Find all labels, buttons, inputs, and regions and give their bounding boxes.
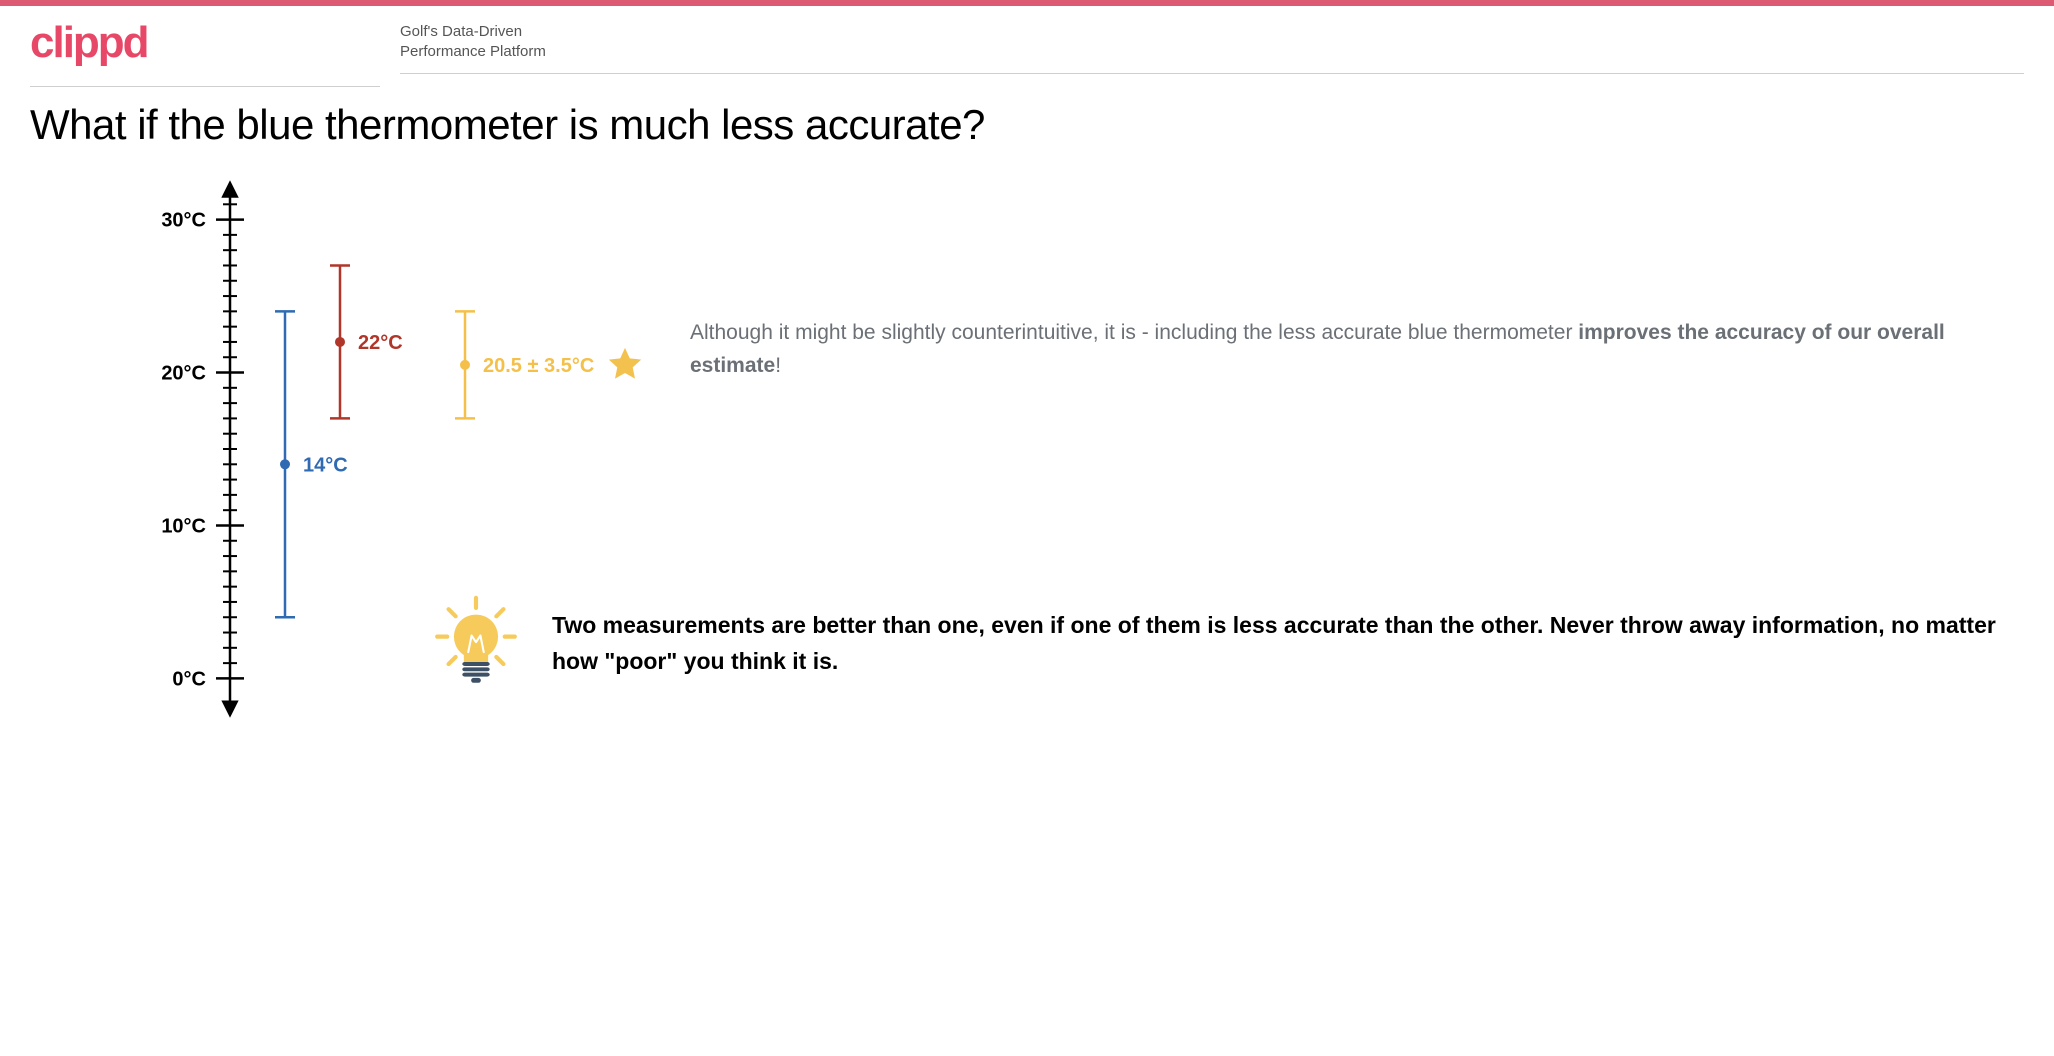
- explain-pre: Although it might be slightly counterint…: [690, 321, 1578, 344]
- svg-text:10°C: 10°C: [161, 515, 206, 537]
- svg-text:22°C: 22°C: [358, 332, 403, 354]
- svg-text:20°C: 20°C: [161, 363, 206, 385]
- brand-logo: clippd: [30, 18, 380, 68]
- svg-text:0°C: 0°C: [172, 668, 206, 690]
- explain-post: !: [775, 354, 781, 377]
- takeaway-text: Two measurements are better than one, ev…: [552, 608, 2004, 679]
- takeaway-row: Two measurements are better than one, ev…: [430, 589, 2004, 699]
- brand-block: clippd: [30, 18, 380, 87]
- svg-text:20.5 ± 3.5°C: 20.5 ± 3.5°C: [483, 355, 594, 377]
- content: 0°C 10°C 20°C 30°C 14°C 22°C 20.5 ± 3.5°C Alth…: [0, 159, 2054, 749]
- tagline: Golf's Data-Driven Performance Platform: [400, 22, 2024, 63]
- text-column: Although it might be slightly counterint…: [660, 169, 2024, 729]
- page-title: What if the blue thermometer is much les…: [0, 87, 2054, 159]
- header: clippd Golf's Data-Driven Performance Pl…: [0, 6, 2054, 87]
- svg-text:30°C: 30°C: [161, 210, 206, 232]
- svg-text:14°C: 14°C: [303, 454, 348, 476]
- lightbulb-icon: [430, 589, 522, 699]
- tagline-block: Golf's Data-Driven Performance Platform: [400, 18, 2024, 74]
- explanation-text: Although it might be slightly counterint…: [690, 317, 2004, 382]
